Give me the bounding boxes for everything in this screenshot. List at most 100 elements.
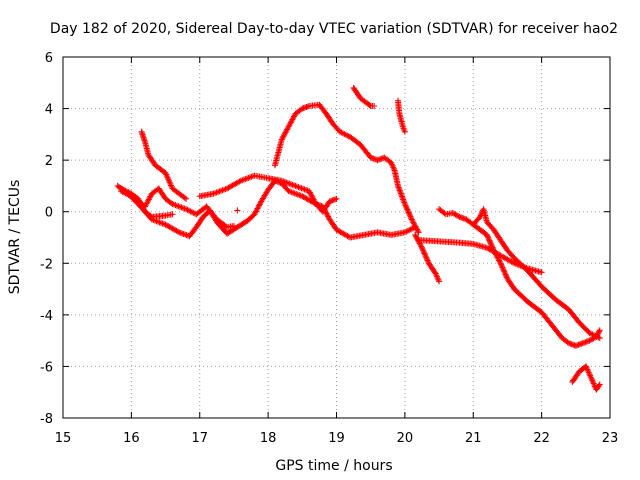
data-point [333,195,340,202]
data-point [538,269,545,276]
data-point [489,244,496,251]
data-point [487,240,494,247]
x-tick-label: 16 [123,431,140,446]
data-point [595,382,602,389]
data-point [181,194,188,201]
series-outlier [234,207,241,214]
y-axis-label: SDTVAR / TECUs [7,180,23,295]
data-point [488,243,495,250]
data-point [436,278,443,285]
x-tick-label: 23 [602,431,619,446]
data-point [422,251,429,258]
data-point [596,381,603,388]
data-point [403,205,410,212]
series-track-m [569,363,603,393]
series-track-f [271,101,422,236]
data-point [404,206,411,213]
data-point [501,268,508,275]
grid [63,57,610,418]
data-point [366,102,373,109]
series-track-l [470,221,603,349]
data-point [169,211,176,218]
data-point [407,213,414,220]
x-axis-label: GPS time / hours [275,458,392,474]
y-tick-label: 0 [45,206,53,221]
series-track-e [196,172,340,215]
data-point [406,212,413,219]
data-point [408,215,415,222]
y-tick-label: -4 [40,309,53,324]
data-point [421,250,428,257]
series-track-c [118,185,237,231]
data-point [500,265,507,272]
data-point [486,237,493,244]
data-point [174,228,181,235]
data-point [596,328,603,335]
x-tick-label: 22 [533,431,550,446]
series-track-h [395,97,408,135]
data-point [497,260,504,267]
x-tick-label: 20 [397,431,414,446]
data-point [403,203,410,210]
series-track-g [350,84,378,109]
data-point [496,258,503,265]
data-point [423,254,430,261]
data-point [594,332,601,339]
y-tick-label: 2 [45,154,53,169]
data-point [487,238,494,245]
data-point [371,102,378,109]
data-point [498,261,505,268]
chart-title: Day 182 of 2020, Sidereal Day-to-day VTE… [50,21,618,37]
data-point [488,241,495,248]
series-track-j [415,237,545,276]
series-track-d [138,128,190,202]
data-point [485,234,492,241]
data-point [415,229,422,236]
data-point [509,259,516,266]
data-point [423,256,430,263]
data-point [183,195,190,202]
data-point [503,272,510,279]
data-point [418,243,425,250]
y-tick-label: 6 [45,51,53,66]
data-point [490,245,497,252]
data-point [593,333,600,340]
data-point [594,331,601,338]
data-point [502,271,509,278]
data-point [483,231,490,238]
x-tick-label: 17 [191,431,208,446]
y-tick-label: -6 [40,360,53,375]
axis-ticks: 15 16 17 18 19 20 21 22 23 -8 -6 -4 -2 0 2 4 6 [40,51,618,446]
data-point [234,207,241,214]
data-point [401,128,408,135]
data-point [501,270,508,277]
data-point [499,264,506,271]
data-point [405,209,412,216]
data-point [230,222,237,229]
data-point [500,267,507,274]
data-point [595,329,602,336]
data-point [485,236,492,243]
x-tick-label: 15 [55,431,72,446]
x-tick-label: 19 [328,431,345,446]
x-tick-label: 21 [465,431,482,446]
data-point [498,263,505,270]
data-point [147,212,154,219]
data-point [422,253,429,260]
data-point [424,257,431,264]
series-track-i [412,231,443,285]
data-point [414,227,421,234]
data-point [419,246,426,253]
data-point [596,327,603,334]
y-tick-label: -2 [40,257,53,272]
data-point [455,213,462,220]
data-point [420,247,427,254]
data-point [401,200,408,207]
data-point [420,249,427,256]
y-tick-label: -8 [40,412,53,427]
x-tick-label: 18 [260,431,277,446]
data-point [406,210,413,217]
data-point [236,178,243,185]
